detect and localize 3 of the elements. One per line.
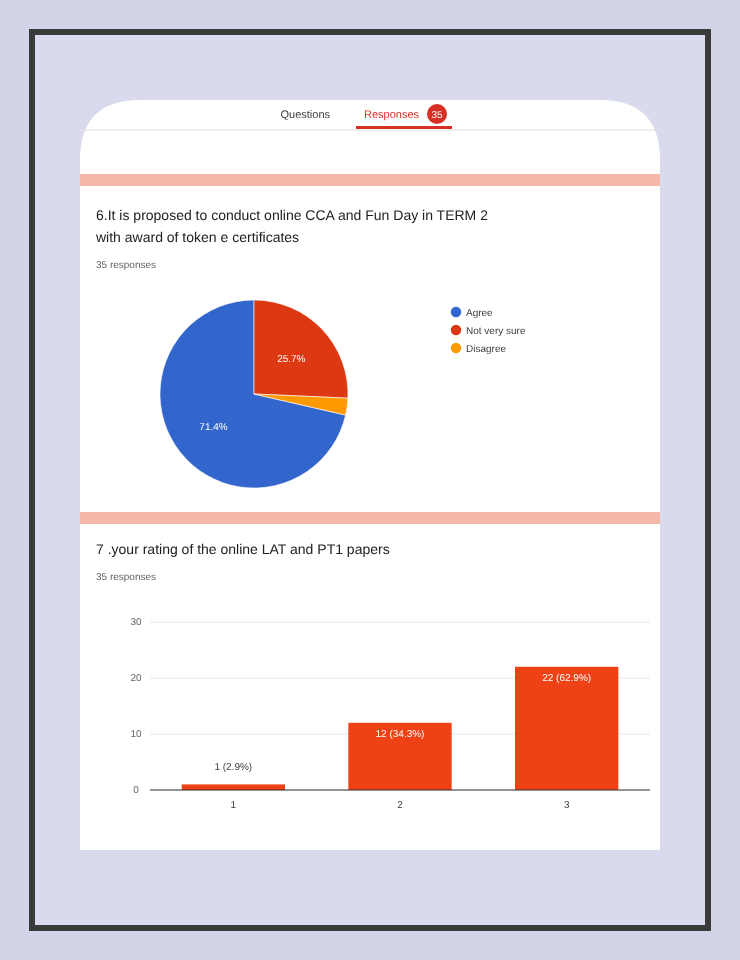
bar [348, 722, 452, 790]
bar [515, 666, 619, 790]
pie-slice [159, 299, 346, 489]
